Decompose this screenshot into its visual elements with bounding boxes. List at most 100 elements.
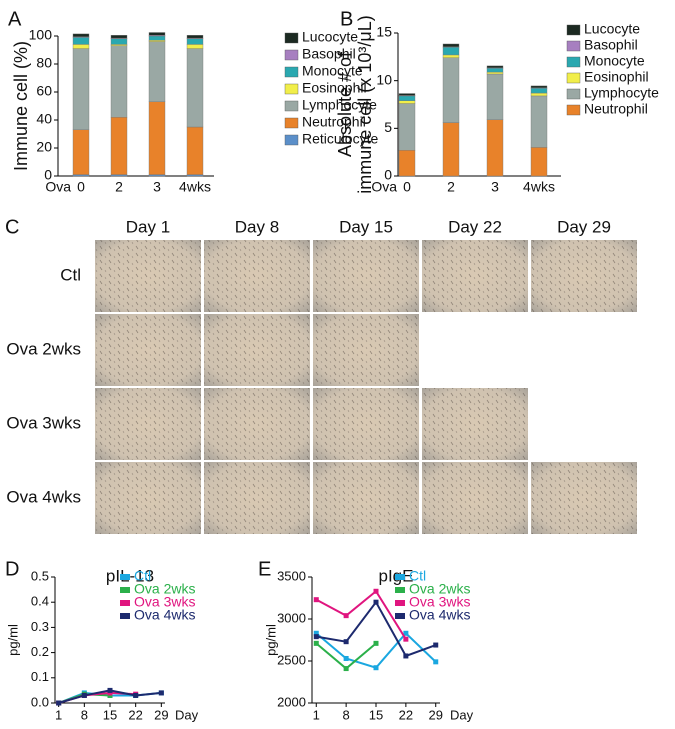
x-axis-label: Ova xyxy=(371,179,397,195)
bar-segment xyxy=(187,49,203,127)
bar-segment xyxy=(531,147,547,176)
x-axis-label: Day xyxy=(450,707,474,722)
bar-segment xyxy=(443,55,459,58)
legend-label: Basophil xyxy=(584,37,638,53)
legend-swatch xyxy=(285,84,298,94)
y-axis-label: pg/ml xyxy=(5,624,20,656)
column-label: Day 1 xyxy=(126,217,170,236)
point xyxy=(344,613,349,618)
x-tick-label: 29 xyxy=(154,707,168,722)
x-tick-label: 29 xyxy=(428,707,442,722)
legend-label: Ova 4wks xyxy=(134,607,195,623)
skin-hair xyxy=(531,240,637,312)
skin-hair xyxy=(422,462,528,534)
skin-hair xyxy=(204,240,310,312)
legend-swatch xyxy=(285,33,298,43)
legend-swatch xyxy=(285,118,298,128)
x-axis-label: Ova xyxy=(45,179,71,195)
point xyxy=(314,597,319,602)
bar-segment xyxy=(187,127,203,175)
legend-swatch xyxy=(120,574,130,580)
legend-swatch xyxy=(567,73,580,83)
bar-segment xyxy=(187,175,203,176)
legend-swatch xyxy=(395,574,405,580)
skin-hair xyxy=(204,314,310,386)
legend-label: Ova 4wks xyxy=(409,607,470,623)
bar-segment xyxy=(187,44,203,48)
skin-hair xyxy=(204,388,310,460)
bar-segment xyxy=(187,39,203,45)
bar-segment xyxy=(487,66,503,68)
point xyxy=(374,600,379,605)
y-tick-label: 3000 xyxy=(277,610,306,625)
legend-swatch xyxy=(567,57,580,67)
legend-swatch xyxy=(285,67,298,77)
bar-segment xyxy=(399,104,415,151)
bar-segment xyxy=(487,120,503,176)
bar-segment xyxy=(149,175,165,176)
y-tick-label: 100 xyxy=(29,27,53,43)
y-tick-label: 0.0 xyxy=(31,694,49,709)
y-tick-label: 20 xyxy=(36,139,52,155)
bar-segment xyxy=(73,49,89,130)
y-tick-label: 15 xyxy=(376,24,392,40)
column-label: Day 22 xyxy=(448,217,502,236)
bar-segment xyxy=(111,35,127,38)
legend-swatch xyxy=(395,600,405,606)
point xyxy=(82,693,87,698)
x-tick-label: 2 xyxy=(115,179,123,195)
bar-segment xyxy=(399,101,415,104)
panel-letter: A xyxy=(8,8,22,30)
point xyxy=(374,641,379,646)
y-axis-label: Immune cell (%) xyxy=(11,41,31,171)
point xyxy=(314,641,319,646)
bar-segment xyxy=(531,88,547,93)
x-tick-label: 4wks xyxy=(179,179,211,195)
bar-segment xyxy=(111,117,127,174)
point xyxy=(133,693,138,698)
x-tick-label: 0 xyxy=(77,179,85,195)
y-tick-label: 60 xyxy=(36,83,52,99)
panel-letter: B xyxy=(340,8,353,30)
point xyxy=(56,701,61,706)
bar-segment xyxy=(73,44,89,48)
bar-segment xyxy=(531,86,547,88)
x-tick-label: 1 xyxy=(55,707,62,722)
legend-label: Neutrophil xyxy=(584,101,648,117)
column-label: Day 15 xyxy=(339,217,393,236)
skin-hair xyxy=(422,240,528,312)
skin-hair xyxy=(422,388,528,460)
point xyxy=(344,656,349,661)
point xyxy=(403,653,408,658)
x-tick-label: 1 xyxy=(313,707,320,722)
row-label: Ctl xyxy=(60,265,81,284)
x-tick-label: 8 xyxy=(343,707,350,722)
panel-letter: D xyxy=(5,558,19,580)
point xyxy=(344,666,349,671)
legend-label: Eosinophil xyxy=(584,69,649,85)
x-tick-label: 15 xyxy=(369,707,383,722)
x-tick-label: 15 xyxy=(103,707,117,722)
y-axis-label: immune cell (x 10³/μL) xyxy=(355,15,375,193)
row-label: Ova 4wks xyxy=(6,487,81,506)
legend-swatch xyxy=(285,50,298,60)
legend-swatch xyxy=(285,101,298,111)
x-tick-label: 3 xyxy=(491,179,499,195)
point xyxy=(314,634,319,639)
skin-hair xyxy=(313,240,419,312)
bar-segment xyxy=(149,42,165,102)
legend-swatch xyxy=(567,41,580,51)
photo-grid: C xyxy=(5,216,19,238)
bar-segment xyxy=(73,37,89,44)
point xyxy=(433,659,438,664)
point xyxy=(344,639,349,644)
bar-segment xyxy=(531,96,547,147)
bar-segment xyxy=(187,35,203,38)
bar-segment xyxy=(149,36,165,40)
bar-segment xyxy=(73,34,89,37)
point xyxy=(159,690,164,695)
column-label: Day 8 xyxy=(235,217,279,236)
point xyxy=(374,665,379,670)
bar-segment xyxy=(399,96,415,101)
